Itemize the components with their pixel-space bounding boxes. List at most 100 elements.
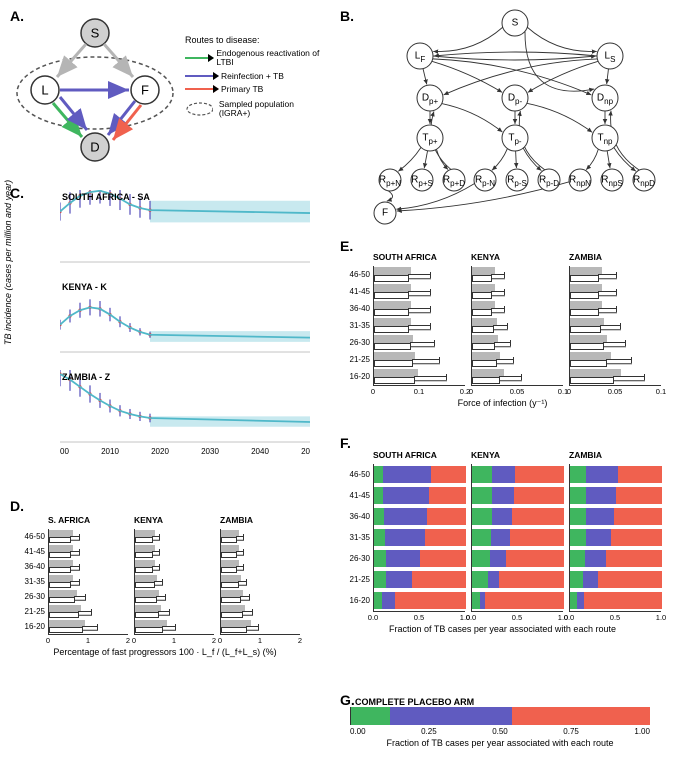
fbar-seg	[570, 466, 586, 483]
hbar-row	[471, 334, 563, 351]
legend-sampled-label: Sampled population (IGRA+)	[219, 100, 320, 119]
bar-white	[135, 537, 153, 544]
hbar-row	[569, 317, 661, 334]
fbar-row	[471, 527, 563, 548]
hbar-cat: 21-25	[335, 351, 373, 368]
legend-sampled: Sampled population (IGRA+)	[185, 100, 320, 119]
fbar-seg	[420, 550, 466, 567]
svg-text:2030: 2030	[201, 447, 219, 456]
bar-white	[49, 597, 75, 604]
hbar-row	[220, 529, 300, 544]
fbar-seg	[431, 466, 466, 483]
fbar-seg	[614, 508, 662, 525]
fbar-row	[471, 569, 563, 590]
fbar-seg	[384, 508, 427, 525]
hbar-row	[373, 368, 465, 385]
hbar-row	[220, 604, 300, 619]
fbar-seg	[374, 592, 382, 609]
gbar-seg	[512, 707, 650, 725]
panel-c-ylabel: TB incidence (cases per million and year…	[3, 180, 13, 345]
panel-b-diagram: SLFLSDp+Dp-DnpTp+Tp-TnpRp+NRp+SRp+DRp-NR…	[340, 8, 675, 226]
bar-white	[374, 343, 411, 351]
fbar-seg	[611, 529, 662, 546]
gbar-seg	[351, 707, 390, 725]
fbar-row	[373, 590, 465, 611]
bar-white	[374, 275, 409, 283]
node-F-text: F	[382, 208, 388, 219]
bar-white	[135, 552, 153, 559]
fbar-seg	[570, 550, 585, 567]
bar-white	[472, 343, 495, 351]
hbar-row	[569, 266, 661, 283]
fbar-seg	[472, 529, 491, 546]
bar-white	[221, 612, 243, 619]
fbar-row	[471, 590, 563, 611]
node-D-text: D	[90, 140, 99, 155]
fbar-seg	[616, 487, 662, 504]
hbar-row	[373, 266, 465, 283]
panel-b: SLFLSDp+Dp-DnpTp+Tp-TnpRp+NRp+SRp+DRp-NR…	[340, 8, 675, 233]
fbar-seg	[506, 550, 564, 567]
fbar-seg	[383, 487, 429, 504]
fbar-seg	[586, 508, 615, 525]
hbar-cat: 16-20	[335, 368, 373, 385]
fbar-row	[373, 464, 465, 485]
bar-white	[472, 309, 492, 317]
bar-white	[472, 360, 497, 368]
bar-white	[570, 275, 599, 283]
cchart-1: 500010000KENYA - K	[60, 280, 310, 366]
g-xtick: 0.00	[350, 727, 366, 736]
fbar-seg	[585, 550, 606, 567]
fbar-seg	[570, 487, 586, 504]
fbar-seg	[499, 571, 564, 588]
hbar-row	[471, 351, 563, 368]
hbar-cat: 31-35	[10, 574, 48, 589]
fbar-seg	[374, 571, 386, 588]
bar-white	[472, 377, 500, 385]
hbar-cat: 46-50	[10, 529, 48, 544]
hbar-row	[569, 300, 661, 317]
hbar-row	[48, 529, 128, 544]
bar-white	[570, 309, 599, 317]
fbar-row	[373, 527, 465, 548]
hbar-row	[569, 283, 661, 300]
legend-orange-label: Primary TB	[221, 84, 263, 94]
bar-white	[135, 627, 163, 634]
fbar-seg	[570, 508, 586, 525]
fbar-seg	[618, 466, 662, 483]
hbar-row	[48, 619, 128, 634]
fbar-seg	[490, 550, 506, 567]
hbar-row	[134, 604, 214, 619]
bar-white	[49, 567, 71, 574]
fbar-seg	[427, 508, 466, 525]
bar-white	[570, 343, 604, 351]
legend-purple: Reinfection + TB	[185, 71, 320, 81]
fbar-row	[471, 464, 563, 485]
hbar-row	[373, 317, 465, 334]
panel-d-xlabel: Percentage of fast progressors 100 · L_f…	[10, 647, 320, 657]
hbar-row	[569, 334, 661, 351]
hbar-cat: 31-35	[335, 317, 373, 334]
panel-g-title: COMPLETE PLACEBO ARM	[355, 697, 665, 707]
fbar-seg	[374, 529, 385, 546]
node-L-text: L	[41, 83, 48, 98]
bar-gray	[374, 352, 415, 360]
g-xtick: 0.50	[492, 727, 508, 736]
panel-f-label: F.	[340, 435, 351, 451]
bar-white	[49, 552, 71, 559]
fbar-seg	[412, 571, 466, 588]
fbar-seg	[570, 592, 577, 609]
fbar-seg	[492, 487, 514, 504]
bar-white	[135, 567, 153, 574]
hbar-row	[134, 529, 214, 544]
fbar-seg	[395, 592, 466, 609]
fbar-seg	[472, 592, 480, 609]
fbar-seg	[570, 571, 583, 588]
bar-white	[374, 292, 409, 300]
hbar-row	[134, 589, 214, 604]
bar-white	[135, 612, 159, 619]
panel-a: S L F D Routes to disease: Endogenous re…	[10, 15, 320, 175]
bar-white	[374, 309, 409, 317]
panel-a-diagram: S L F D	[10, 15, 180, 170]
bar-white	[135, 582, 155, 589]
